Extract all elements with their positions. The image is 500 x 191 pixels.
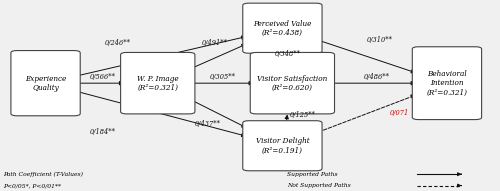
Text: 0/184**: 0/184** (90, 128, 116, 136)
Text: Supported Paths: Supported Paths (288, 172, 338, 177)
FancyBboxPatch shape (412, 47, 482, 120)
Text: 0/437**: 0/437** (194, 120, 220, 128)
Text: P<0/05*, P<0/01**: P<0/05*, P<0/01** (3, 183, 61, 188)
Text: Perceived Value
(R²=0.438): Perceived Value (R²=0.438) (253, 20, 312, 37)
Text: 0/486**: 0/486** (364, 74, 390, 82)
Text: 0/305**: 0/305** (210, 74, 236, 82)
FancyBboxPatch shape (243, 121, 322, 171)
Text: Visitor Delight
(R²=0.191): Visitor Delight (R²=0.191) (256, 137, 309, 154)
Text: 0/491**: 0/491** (202, 39, 228, 47)
Text: Experience
Quality: Experience Quality (25, 74, 66, 92)
Text: W. P. Image
(R²=0.321): W. P. Image (R²=0.321) (137, 74, 178, 92)
Text: Path Coefficient (T-Values): Path Coefficient (T-Values) (3, 172, 83, 177)
Text: 0/125**: 0/125** (290, 111, 316, 119)
FancyBboxPatch shape (11, 51, 80, 116)
FancyBboxPatch shape (243, 3, 322, 53)
FancyBboxPatch shape (250, 53, 334, 114)
Text: 0/566**: 0/566** (90, 73, 116, 81)
Text: 0/071: 0/071 (390, 108, 409, 117)
Text: 0/348**: 0/348** (274, 50, 300, 58)
Text: 0/310**: 0/310** (366, 36, 392, 44)
Text: 0/246**: 0/246** (105, 39, 131, 47)
Text: Visitor Satisfaction
(R²=0.620): Visitor Satisfaction (R²=0.620) (258, 74, 328, 92)
FancyBboxPatch shape (120, 53, 195, 114)
Text: Behavioral
Intention
(R²=0.321): Behavioral Intention (R²=0.321) (426, 70, 468, 96)
Text: Not Supported Paths: Not Supported Paths (288, 183, 351, 188)
